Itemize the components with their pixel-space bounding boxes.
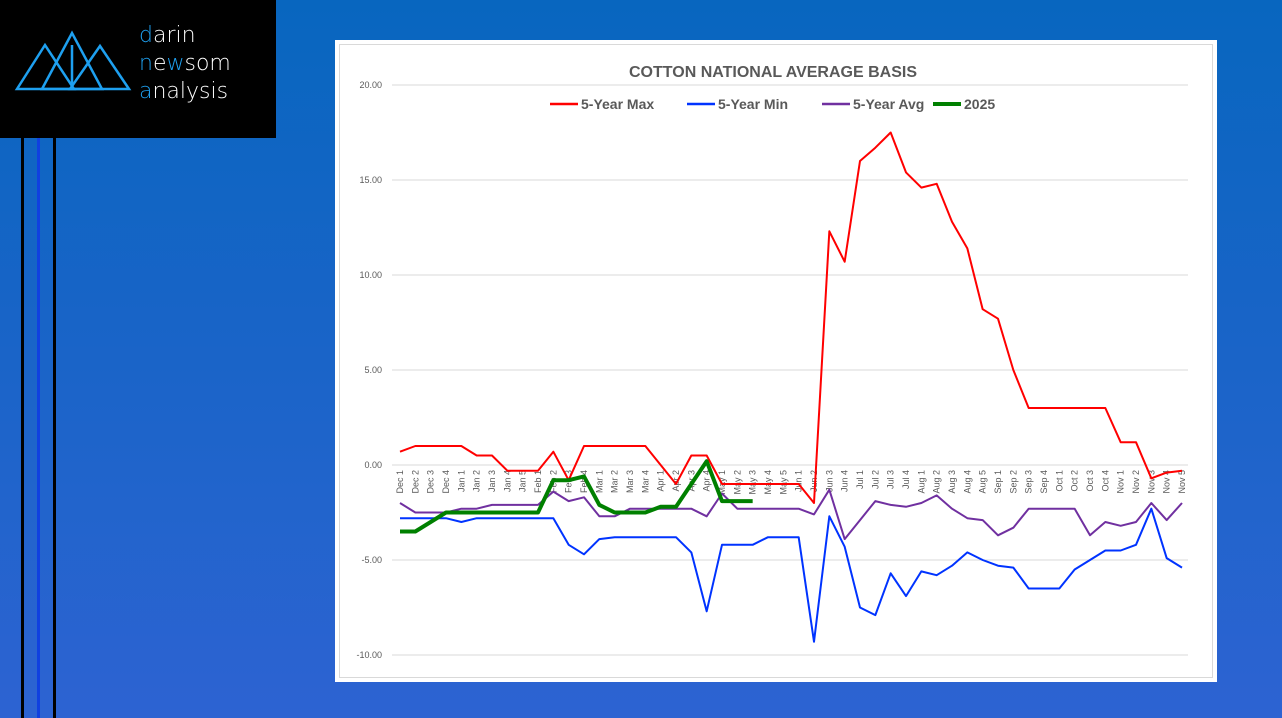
x-tick-label: Aug 2: [932, 470, 942, 494]
x-tick-label: Jan 1: [456, 470, 466, 492]
series-line-2025: [400, 459, 753, 534]
x-tick-label: Feb 1: [533, 470, 543, 493]
x-tick-label: Feb 4: [579, 470, 589, 493]
y-tick-label: 15.00: [359, 175, 382, 185]
x-tick-label: Oct 2: [1070, 470, 1080, 492]
x-tick-label: Jan 5: [518, 470, 528, 492]
y-tick-label: 20.00: [359, 80, 382, 90]
x-tick-label: Nov 4: [1162, 470, 1172, 494]
legend-label: 2025: [964, 96, 995, 112]
x-tick-label: Nov 5: [1177, 470, 1187, 494]
x-tick-label: May 2: [732, 470, 742, 495]
decor-line: [21, 138, 24, 718]
decor-line: [37, 138, 40, 718]
x-tick-label: Jun 3: [824, 470, 834, 492]
chart-title: COTTON NATIONAL AVERAGE BASIS: [629, 64, 917, 81]
x-tick-label: Jan 3: [487, 470, 497, 492]
x-tick-label: Jul 4: [901, 470, 911, 489]
x-tick-label: Apr 4: [702, 470, 712, 492]
x-tick-label: Jun 1: [794, 470, 804, 492]
x-tick-label: Jun 2: [809, 470, 819, 492]
y-tick-label: 5.00: [364, 365, 382, 375]
y-tick-label: -10.00: [356, 650, 382, 660]
x-tick-label: Aug 1: [916, 470, 926, 494]
x-tick-label: Nov 2: [1131, 470, 1141, 494]
x-tick-label: Nov 1: [1116, 470, 1126, 494]
legend-label: 5-Year Max: [581, 96, 654, 112]
y-tick-label: 0.00: [364, 460, 382, 470]
x-tick-label: Mar 2: [610, 470, 620, 493]
x-tick-label: Aug 3: [947, 470, 957, 494]
x-tick-label: Sep 2: [1008, 470, 1018, 494]
x-tick-label: Mar 1: [594, 470, 604, 493]
x-tick-label: Jul 2: [870, 470, 880, 489]
x-tick-label: Oct 1: [1054, 470, 1064, 492]
x-tick-label: Sep 3: [1024, 470, 1034, 494]
x-tick-label: Dec 2: [410, 470, 420, 494]
legend-label: 5-Year Avg: [853, 96, 924, 112]
x-tick-label: Mar 4: [640, 470, 650, 493]
legend-label: 5-Year Min: [718, 96, 788, 112]
mountain-wheat-logo-icon: [14, 30, 132, 91]
x-tick-label: Nov 3: [1146, 470, 1156, 494]
x-tick-label: Oct 4: [1100, 470, 1110, 492]
x-tick-label: May 4: [763, 470, 773, 495]
line-chart: COTTON NATIONAL AVERAGE BASIS 20.00 15.00…: [356, 64, 1188, 660]
x-tick-label: May 3: [748, 470, 758, 495]
x-tick-label: Dec 1: [395, 470, 405, 494]
x-tick-label: Dec 4: [441, 470, 451, 494]
logo: darin newsom analysis: [0, 0, 276, 138]
logo-text: darin newsom analysis: [139, 23, 231, 104]
series-line-5-year-max: [399, 131, 1183, 504]
x-tick-label: Aug 4: [962, 470, 972, 494]
y-tick-label: 10.00: [359, 270, 382, 280]
x-tick-label: Apr 2: [671, 470, 681, 492]
x-tick-label: Jun 4: [840, 470, 850, 492]
x-tick-label: Mar 3: [625, 470, 635, 493]
chart-container: COTTON NATIONAL AVERAGE BASIS 20.00 15.00…: [335, 40, 1217, 682]
x-tick-label: Jan 4: [502, 470, 512, 492]
series-line-5-year-min: [400, 507, 1183, 643]
x-tick-label: May 5: [778, 470, 788, 495]
x-tick-label: Jul 3: [886, 470, 896, 489]
x-tick-label: Sep 1: [993, 470, 1003, 494]
x-tick-label: Oct 3: [1085, 470, 1095, 492]
x-tick-label: Jan 2: [472, 470, 482, 492]
decor-line: [53, 138, 56, 718]
y-tick-label: -5.00: [361, 555, 382, 565]
x-tick-label: Aug 5: [978, 470, 988, 494]
x-tick-label: Sep 4: [1039, 470, 1049, 494]
x-tick-label: Apr 1: [656, 470, 666, 492]
x-tick-label: Jul 1: [855, 470, 865, 489]
series-line-5-year-avg: [399, 488, 1183, 541]
x-tick-label: Dec 3: [426, 470, 436, 494]
